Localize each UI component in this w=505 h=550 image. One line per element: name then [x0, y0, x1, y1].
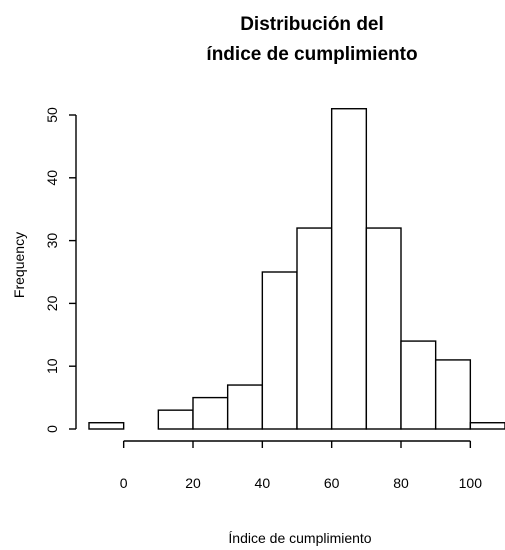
x-tick-label: 80 [393, 475, 409, 491]
y-axis: 0 10 20 30 40 50 [44, 107, 77, 433]
chart-title-line1: Distribución del [240, 14, 384, 35]
histogram-bar [261, 271, 298, 430]
x-tick-label: 40 [255, 475, 271, 491]
x-tick-label: 100 [459, 475, 483, 491]
y-tick-label: 10 [44, 358, 60, 374]
chart-title-line2: índice de cumplimiento [206, 44, 417, 65]
x-tick-label: 0 [120, 475, 128, 491]
x-tick-label: 20 [185, 475, 201, 491]
x-axis: 0 20 40 60 80 100 [120, 440, 483, 491]
x-axis-title: Índice de cumplimiento [228, 530, 371, 546]
histogram-bar [469, 422, 505, 430]
x-tick-label: 60 [324, 475, 340, 491]
histogram-bar [296, 227, 333, 430]
y-tick-label: 50 [44, 107, 60, 123]
histogram-bars [88, 108, 505, 430]
y-tick-label: 20 [44, 295, 60, 311]
histogram-bar [157, 409, 194, 430]
histogram-bar [88, 422, 125, 430]
histogram-bar [192, 396, 229, 430]
histogram-bar [365, 227, 402, 430]
histogram-bar [400, 340, 437, 430]
histogram-bar [434, 359, 472, 430]
y-tick-label: 0 [44, 425, 60, 433]
y-tick-label: 40 [44, 170, 60, 186]
histogram-bar [330, 108, 368, 430]
y-tick-label: 30 [44, 233, 60, 249]
histogram-bar [226, 384, 264, 430]
y-axis-title: Frequency [11, 232, 27, 298]
